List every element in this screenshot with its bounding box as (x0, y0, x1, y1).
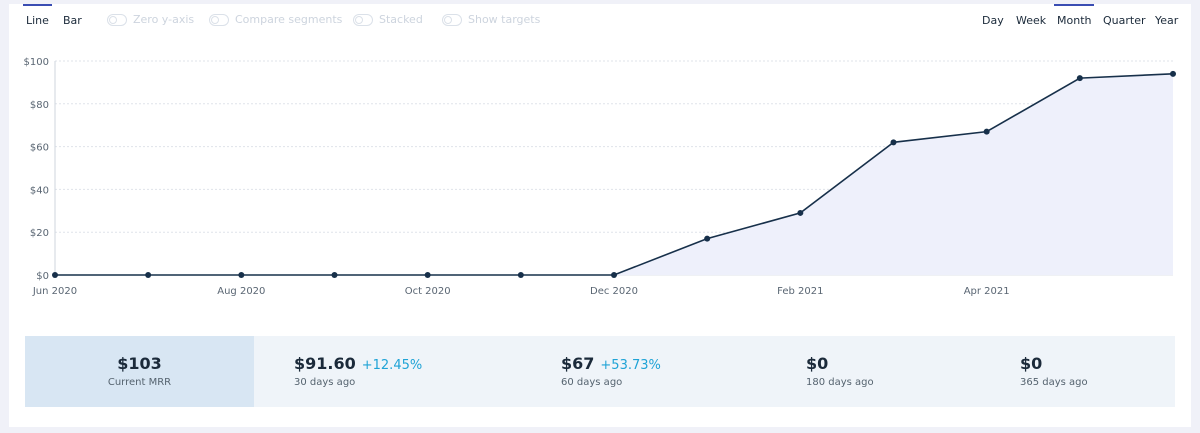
data-point (331, 272, 338, 278)
toggle-zero-y-axis[interactable]: Zero y-axis (107, 13, 194, 26)
data-point (1170, 70, 1176, 77)
tab-week[interactable]: Week (1016, 14, 1047, 27)
x-tick-label: Apr 2021 (964, 286, 1010, 297)
y-tick-label: $80 (30, 100, 49, 111)
y-tick-label: $40 (30, 185, 49, 196)
y-tick-label: $100 (24, 57, 49, 68)
toggle-compare-segments[interactable]: Compare segments (209, 13, 342, 26)
tab-bar[interactable]: Bar (63, 14, 82, 27)
x-tick-label: Oct 2020 (405, 286, 451, 297)
chart-toolbar: Line Bar Zero y-axis Compare segments St… (9, 4, 1191, 40)
y-tick-label: $60 (30, 143, 49, 154)
toggle-switch-icon (353, 13, 373, 26)
toggle-label: Compare segments (235, 13, 343, 26)
data-point (611, 272, 617, 278)
current-mrr-stat: $103 Current MRR (25, 336, 254, 407)
stat-change: +53.73% (600, 358, 661, 373)
stat-value: $0 (806, 354, 829, 373)
y-tick-label: $20 (30, 228, 49, 239)
mrr-stats-bar: $103 Current MRR $91.60 +12.45% 30 days a… (25, 336, 1175, 407)
data-point (145, 272, 152, 278)
stat-value: $91.60 +12.45% (294, 354, 423, 373)
data-point (52, 272, 58, 278)
current-mrr-value: $103 (117, 354, 162, 373)
data-point (983, 128, 990, 135)
data-point (890, 139, 897, 146)
current-mrr-label: Current MRR (107, 377, 172, 388)
stat-label: 60 days ago (561, 377, 623, 388)
series-area (55, 73, 1173, 275)
toggle-switch-icon (442, 13, 462, 26)
stat-value: $67 +53.73% (561, 354, 661, 373)
data-point (704, 235, 711, 242)
y-tick-label: $0 (36, 271, 49, 282)
stat-label: 30 days ago (294, 377, 356, 388)
toggle-stacked[interactable]: Stacked (353, 13, 423, 26)
toggle-label: Zero y-axis (133, 13, 195, 26)
x-tick-label: Aug 2020 (217, 286, 265, 297)
stat-label: 180 days ago (806, 377, 874, 388)
mrr-line-chart: $0 $20 $40 $60 $80 $100 Jun 2020 Aug 2020 Oct 20… (24, 57, 1176, 297)
toggle-label: Show targets (468, 13, 541, 26)
toggle-label: Stacked (379, 13, 423, 26)
tab-day[interactable]: Day (982, 14, 1004, 27)
stat-label: 365 days ago (1020, 377, 1088, 388)
toggle-switch-icon (107, 13, 127, 26)
stat-value: $0 (1020, 354, 1043, 373)
mrr-chart-card: Line Bar Zero y-axis Compare segments St… (9, 4, 1191, 427)
data-point (1076, 75, 1083, 82)
stat-change: +12.45% (361, 358, 423, 373)
x-tick-label: Dec 2020 (590, 286, 638, 297)
data-point (517, 272, 524, 278)
x-tick-label: Feb 2021 (777, 286, 823, 297)
tab-quarter[interactable]: Quarter (1103, 14, 1146, 27)
data-point (797, 209, 804, 216)
tab-line[interactable]: Line (23, 4, 52, 27)
toggle-show-targets[interactable]: Show targets (442, 13, 540, 26)
toggle-switch-icon (209, 13, 229, 26)
data-point (424, 272, 431, 278)
tab-year[interactable]: Year (1155, 14, 1179, 27)
data-point (238, 272, 245, 278)
x-tick-label: Jun 2020 (32, 286, 77, 297)
tab-month[interactable]: Month (1053, 4, 1096, 27)
